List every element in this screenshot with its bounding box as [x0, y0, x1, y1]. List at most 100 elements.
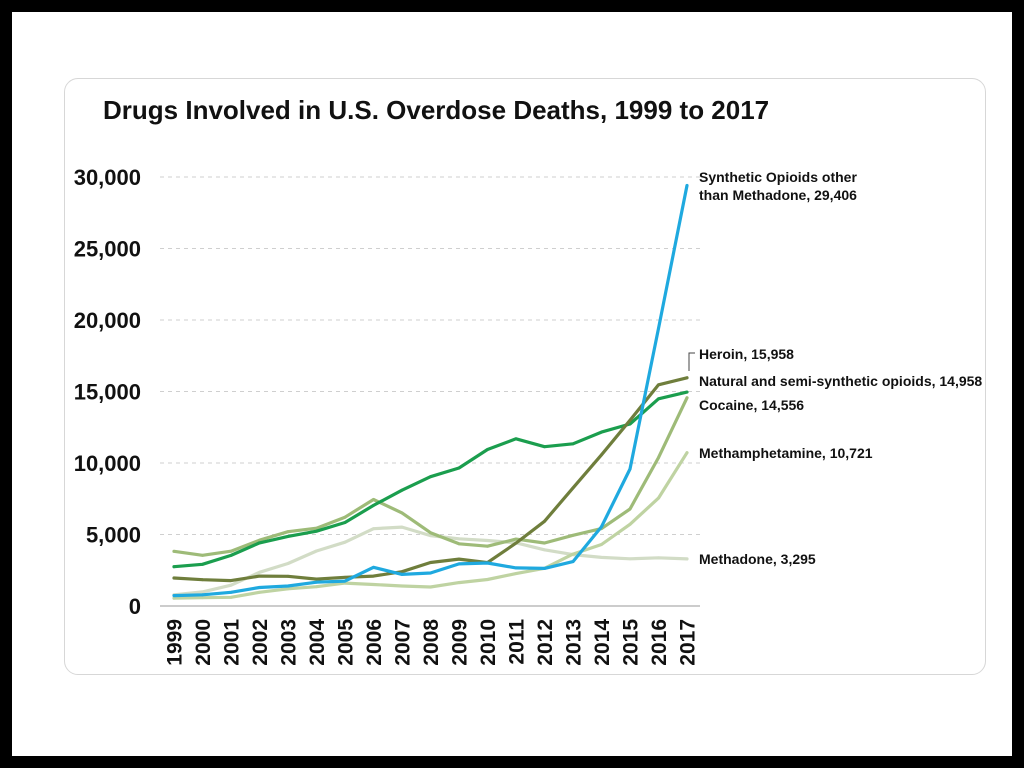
- x-tick-label: 2009: [449, 619, 472, 666]
- x-tick-label: 1999: [164, 619, 187, 666]
- data-point-heroin-2000: [201, 578, 204, 582]
- data-point-methamphetamine-2011: [514, 572, 518, 575]
- data-point-heroin-2004: [315, 577, 318, 581]
- data-point-cocaine-2003: [286, 530, 290, 534]
- data-point-heroin-2016: [657, 383, 660, 387]
- data-point-heroin-2011: [514, 541, 518, 545]
- data-point-natural-and-semi-synthetic-opioids-2016: [657, 397, 660, 401]
- data-point-natural-and-semi-synthetic-opioids-2014: [600, 430, 603, 434]
- data-point-cocaine-2008: [429, 531, 432, 535]
- data-point-methadone-2014: [600, 556, 603, 559]
- data-point-heroin-2007: [400, 570, 404, 574]
- series-line-natural-and-semi-synthetic-opioids: [172, 390, 689, 569]
- data-point-heroin-2008: [429, 561, 432, 564]
- data-point-heroin-2001: [229, 579, 233, 582]
- data-point-synthetic-opioids-other-than-methadone-2004: [315, 580, 318, 584]
- series-label-natural-and-semi-synthetic-opioids: Natural and semi-synthetic opioids, 14,9…: [699, 373, 982, 389]
- x-tick-label: 2016: [648, 619, 671, 666]
- x-tick-label: 2000: [192, 619, 215, 666]
- x-tick-label: 2002: [249, 619, 272, 666]
- y-tick-label: 10,000: [74, 451, 141, 476]
- data-point-methadone-2001: [229, 583, 233, 587]
- data-point-synthetic-opioids-other-than-methadone-2002: [258, 586, 261, 589]
- data-point-methamphetamine-2000: [201, 596, 204, 600]
- data-point-cocaine-2017: [685, 396, 689, 400]
- data-point-heroin-2012: [543, 519, 546, 523]
- data-point-methamphetamine-2001: [229, 595, 233, 599]
- x-axis-tick-labels: 1999 2000 2001 2002 2003 2004 2005 2006 2007 2008…: [164, 619, 700, 666]
- data-point-natural-and-semi-synthetic-opioids-2007: [400, 488, 404, 492]
- data-point-methamphetamine-2017: [685, 451, 689, 455]
- y-axis-tick-labels: 0 5,000 10,000 15,000 20,000 25,000 30,000: [74, 165, 141, 619]
- x-tick-label: 2015: [620, 619, 643, 666]
- data-point-methamphetamine-2009: [457, 581, 461, 584]
- series-label-synthetic-opioids-other-than-methadone: Synthetic Opioids other than Methadone, …: [699, 169, 861, 203]
- series-line-heroin: [172, 376, 689, 583]
- x-tick-label: 2001: [221, 619, 244, 666]
- data-point-methamphetamine-2006: [372, 583, 375, 586]
- data-point-natural-and-semi-synthetic-opioids-2008: [429, 475, 432, 479]
- x-tick-label: 2014: [591, 619, 614, 666]
- data-point-synthetic-opioids-other-than-methadone-2015: [628, 467, 632, 471]
- data-point-heroin-2014: [600, 453, 603, 457]
- data-point-synthetic-opioids-other-than-methadone-2005: [343, 579, 347, 583]
- data-point-methadone-2002: [258, 570, 261, 574]
- x-tick-label: 2013: [563, 619, 586, 666]
- data-point-cocaine-2005: [343, 515, 347, 519]
- data-point-heroin-2009: [457, 557, 461, 561]
- data-point-cocaine-2006: [372, 498, 375, 501]
- x-tick-label: 2004: [306, 619, 329, 666]
- series-label-heroin: Heroin, 15,958: [699, 346, 794, 362]
- data-point-cocaine-2012: [543, 541, 546, 545]
- data-point-heroin-2006: [372, 574, 375, 578]
- data-point-synthetic-opioids-other-than-methadone-1999: [172, 594, 176, 597]
- series-label-methadone: Methadone, 3,295: [699, 551, 816, 567]
- data-point-methadone-2016: [657, 556, 660, 560]
- data-point-natural-and-semi-synthetic-opioids-1999: [172, 565, 176, 569]
- data-point-heroin-1999: [172, 576, 176, 580]
- data-point-natural-and-semi-synthetic-opioids-2017: [685, 390, 689, 394]
- data-point-cocaine-2007: [400, 511, 404, 515]
- series-end-labels: Synthetic Opioids other than Methadone, …: [688, 169, 982, 567]
- data-point-cocaine-2004: [315, 526, 318, 530]
- x-tick-label: 2008: [420, 619, 443, 666]
- series-label-line: Synthetic Opioids other: [699, 169, 861, 185]
- data-point-natural-and-semi-synthetic-opioids-2001: [229, 554, 233, 557]
- data-point-synthetic-opioids-other-than-methadone-2003: [286, 584, 290, 588]
- y-tick-label: 15,000: [74, 380, 141, 405]
- data-point-cocaine-2010: [486, 544, 489, 548]
- data-point-synthetic-opioids-other-than-methadone-2013: [571, 560, 575, 563]
- data-point-methadone-2012: [543, 548, 546, 552]
- data-point-methadone-2005: [343, 540, 347, 544]
- data-point-methadone-2010: [486, 539, 489, 542]
- data-point-natural-and-semi-synthetic-opioids-2010: [486, 448, 489, 451]
- data-point-natural-and-semi-synthetic-opioids-2003: [286, 535, 290, 538]
- data-point-natural-and-semi-synthetic-opioids-2005: [343, 521, 347, 524]
- chart-title: Drugs Involved in U.S. Overdose Deaths, …: [103, 95, 770, 125]
- x-tick-label: 2006: [363, 619, 386, 666]
- data-point-cocaine-2002: [258, 538, 261, 542]
- gridlines: [160, 176, 700, 607]
- data-point-methamphetamine-2010: [486, 578, 489, 581]
- data-point-methadone-2009: [457, 537, 461, 541]
- data-point-methamphetamine-1999: [172, 596, 176, 600]
- heroin-label-leader-line: [688, 352, 695, 371]
- data-point-synthetic-opioids-other-than-methadone-2001: [229, 590, 233, 594]
- data-point-synthetic-opioids-other-than-methadone-2008: [429, 571, 432, 575]
- data-point-synthetic-opioids-other-than-methadone-2000: [201, 593, 204, 597]
- data-point-heroin-2015: [628, 418, 632, 422]
- data-point-cocaine-2000: [201, 553, 204, 557]
- data-point-methamphetamine-2004: [315, 585, 318, 589]
- data-point-methamphetamine-2007: [400, 584, 404, 588]
- x-tick-label: 2005: [335, 619, 358, 666]
- data-point-methamphetamine-2002: [258, 590, 261, 594]
- data-point-methamphetamine-2015: [628, 522, 632, 526]
- data-point-synthetic-opioids-other-than-methadone-2007: [400, 573, 404, 576]
- data-point-methadone-2003: [286, 562, 290, 565]
- data-point-methamphetamine-2013: [571, 552, 575, 556]
- data-point-natural-and-semi-synthetic-opioids-2011: [514, 437, 518, 441]
- data-point-synthetic-opioids-other-than-methadone-2011: [514, 566, 518, 570]
- data-point-heroin-2017: [685, 376, 689, 380]
- data-point-natural-and-semi-synthetic-opioids-2009: [457, 466, 461, 470]
